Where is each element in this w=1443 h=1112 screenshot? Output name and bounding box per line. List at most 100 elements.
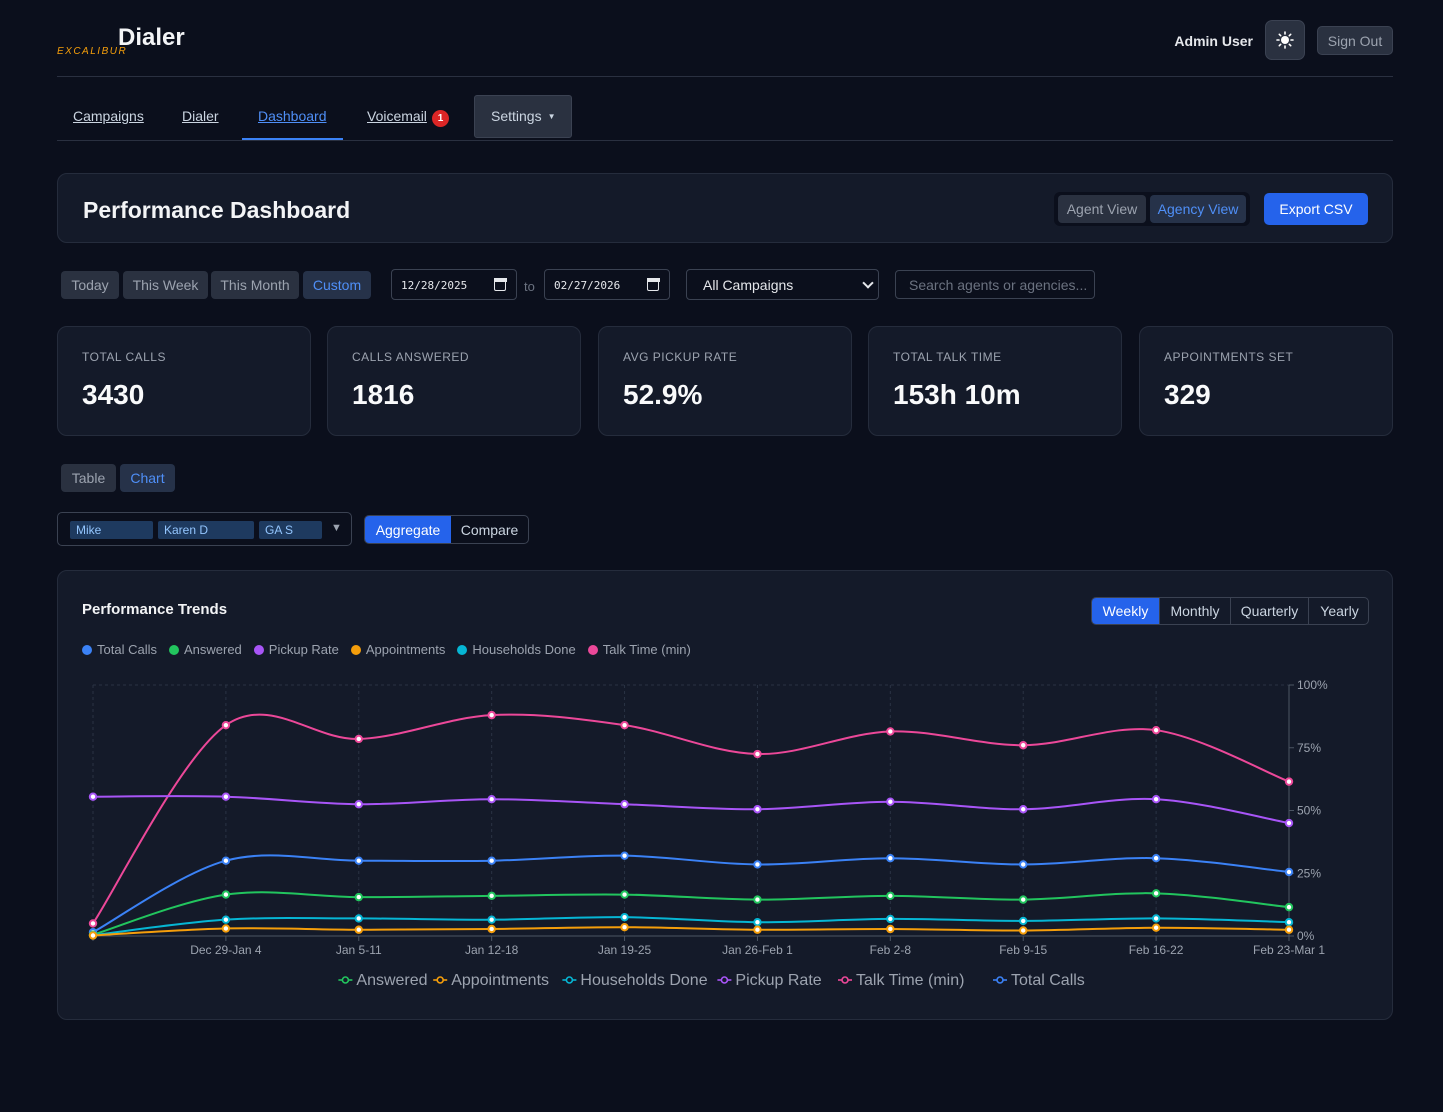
dropdown-caret-icon[interactable]: ▼ <box>331 522 342 534</box>
stat-card-appointments-set: APPOINTMENTS SET 329 <box>1139 326 1393 436</box>
legend-item[interactable]: Appointments <box>350 642 445 657</box>
legend-item[interactable]: Households Done <box>457 642 576 657</box>
series-line <box>92 926 1290 937</box>
calendar-icon[interactable] <box>493 277 507 291</box>
period-yearly-button[interactable]: Yearly <box>1308 598 1368 624</box>
app-title: Dialer <box>118 24 185 51</box>
sign-out-button[interactable]: Sign Out <box>1317 26 1393 55</box>
caret-down-icon: ▼ <box>547 112 556 121</box>
legend-item[interactable]: Pickup Rate <box>253 642 339 657</box>
chart-view-button[interactable]: Chart <box>120 464 175 492</box>
calendar-icon[interactable] <box>646 277 660 291</box>
series-line <box>92 713 1290 925</box>
y-tick-label: 25% <box>1297 866 1321 880</box>
legend-label[interactable]: Total Calls <box>1011 972 1085 989</box>
legend-dot-icon <box>168 644 179 655</box>
search-input[interactable]: Search agents or agencies... <box>895 270 1095 299</box>
aggregate-button[interactable]: Aggregate <box>365 516 451 543</box>
stat-value: 3430 <box>82 379 145 410</box>
tab-dashboard[interactable]: Dashboard <box>258 108 327 124</box>
range-this-month-button[interactable]: This Month <box>211 271 299 299</box>
table-view-button[interactable]: Table <box>61 464 116 492</box>
date-range-separator: to <box>524 279 535 294</box>
series-line <box>92 916 1290 937</box>
x-tick-label: Feb 16-22 <box>1129 943 1184 957</box>
x-tick-label: Feb 2-8 <box>870 943 912 957</box>
stat-value: 329 <box>1164 379 1211 410</box>
x-tick-label: Jan 19-25 <box>598 943 652 957</box>
agent-tag[interactable]: Mike <box>70 521 153 539</box>
stat-label: TOTAL TALK TIME <box>893 350 1002 364</box>
legend-label[interactable]: Pickup Rate <box>735 972 821 989</box>
legend-item[interactable]: Total Calls <box>82 642 157 657</box>
data-point <box>1284 925 1294 934</box>
x-tick-label: Jan 26-Feb 1 <box>722 943 793 957</box>
period-weekly-button[interactable]: Weekly <box>1092 598 1159 624</box>
data-point <box>1019 860 1028 869</box>
data-point <box>354 892 363 902</box>
data-point <box>1019 916 1028 926</box>
legend-item[interactable]: Answered <box>168 642 242 657</box>
legend-marker-icon <box>565 976 574 984</box>
stat-value: 52.9% <box>623 379 703 410</box>
legend-marker-icon <box>436 976 445 984</box>
export-csv-button[interactable]: Export CSV <box>1264 193 1368 225</box>
stat-value: 1816 <box>352 379 415 410</box>
date-from-input[interactable]: 12/28/2025 <box>391 269 517 300</box>
campaign-select[interactable]: All Campaigns <box>686 269 879 300</box>
data-point <box>753 860 762 869</box>
stat-card-avg-pickup-rate: AVG PICKUP RATE 52.9% <box>598 326 852 436</box>
legend-marker-icon <box>841 976 849 984</box>
date-to-value: 02/27/2026 <box>554 279 621 292</box>
data-point <box>221 924 231 933</box>
data-point <box>886 727 895 736</box>
period-monthly-button[interactable]: Monthly <box>1159 598 1230 624</box>
data-point <box>354 856 363 865</box>
chevron-down-icon <box>862 277 874 289</box>
range-today-button[interactable]: Today <box>61 271 119 299</box>
y-tick-label: 75% <box>1297 741 1321 755</box>
x-tick-label: Jan 5-11 <box>336 943 382 957</box>
data-point <box>221 890 231 899</box>
tab-voicemail[interactable]: Voicemail <box>367 108 427 124</box>
agent-view-button[interactable]: Agent View <box>1058 195 1146 223</box>
legend-label[interactable]: Households Done <box>580 972 707 989</box>
data-point <box>620 720 629 730</box>
agent-multiselect[interactable]: Mike Karen D GA S ▼ <box>57 512 352 546</box>
data-point <box>221 792 231 801</box>
theme-toggle-button[interactable] <box>1265 20 1305 60</box>
x-tick-label: Jan 12-18 <box>465 943 519 957</box>
legend-dot-icon <box>253 644 264 655</box>
x-tick-label: Feb 9-15 <box>999 943 1047 957</box>
range-custom-button[interactable]: Custom <box>303 271 371 299</box>
data-point <box>487 710 496 720</box>
data-point <box>1151 889 1161 898</box>
legend-label[interactable]: Answered <box>356 972 427 989</box>
legend-item[interactable]: Talk Time (min) <box>587 642 691 657</box>
agency-view-button[interactable]: Agency View <box>1150 195 1246 223</box>
legend-dot-icon <box>457 644 468 655</box>
data-point <box>1019 741 1028 750</box>
data-point <box>886 891 895 901</box>
period-quarterly-button[interactable]: Quarterly <box>1230 598 1308 624</box>
main-nav: Campaigns Dialer Dashboard Voicemail 1 S… <box>57 77 1393 141</box>
compare-button[interactable]: Compare <box>460 521 519 538</box>
data-point <box>88 919 98 928</box>
tab-campaigns[interactable]: Campaigns <box>73 108 144 124</box>
data-point <box>1284 777 1294 786</box>
data-point <box>620 912 629 922</box>
legend-label[interactable]: Appointments <box>451 972 549 989</box>
tab-dialer[interactable]: Dialer <box>182 108 219 124</box>
legend-label: Total Calls <box>97 642 157 657</box>
date-to-input[interactable]: 02/27/2026 <box>544 269 670 300</box>
legend-label[interactable]: Talk Time (min) <box>856 972 964 989</box>
data-point <box>620 800 629 809</box>
series-line <box>92 795 1290 825</box>
agent-tag[interactable]: Karen D <box>158 521 254 539</box>
settings-menu-button[interactable]: Settings ▼ <box>474 95 572 138</box>
range-this-week-button[interactable]: This Week <box>123 271 208 299</box>
x-tick-label: Dec 29-Jan 4 <box>190 943 262 957</box>
agent-tag[interactable]: GA S <box>259 521 322 539</box>
stat-card-total-talk-time: TOTAL TALK TIME 153h 10m <box>868 326 1122 436</box>
data-point <box>1019 895 1028 904</box>
